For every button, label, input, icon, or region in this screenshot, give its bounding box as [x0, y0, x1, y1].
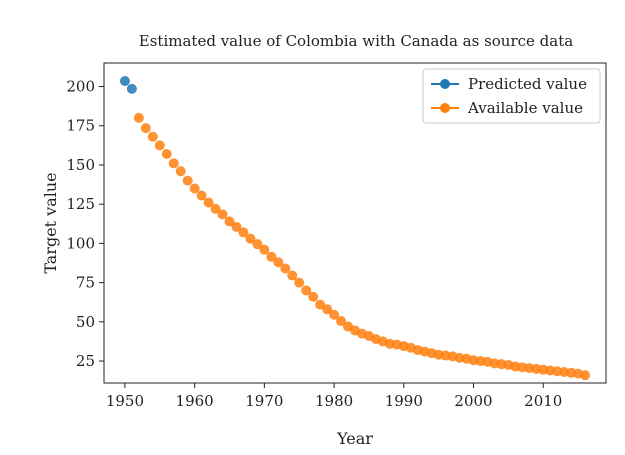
data-point: [175, 166, 186, 177]
data-point: [231, 221, 242, 232]
data-point: [238, 227, 249, 238]
x-tick-label: 1980: [315, 392, 353, 410]
plot-area: [119, 76, 591, 381]
data-point: [322, 304, 333, 315]
x-tick-label: 1990: [385, 392, 423, 410]
y-tick-label: 100: [66, 234, 95, 252]
data-point: [161, 148, 172, 159]
y-tick-label: 200: [66, 78, 95, 96]
data-point: [287, 270, 298, 281]
data-point: [273, 257, 284, 268]
y-tick-label: 25: [76, 352, 95, 370]
data-point: [182, 175, 193, 186]
data-point: [259, 244, 270, 255]
y-tick-label: 50: [76, 313, 95, 331]
data-point: [203, 197, 214, 208]
legend-item: Predicted value: [431, 75, 587, 93]
data-point: [301, 285, 312, 296]
data-point: [126, 83, 137, 94]
data-point: [168, 158, 179, 169]
data-point: [196, 190, 207, 201]
data-point: [189, 183, 200, 194]
data-point: [252, 239, 263, 250]
x-tick-label: 1950: [106, 392, 144, 410]
data-point: [140, 123, 151, 134]
y-tick-label: 175: [66, 117, 95, 135]
data-point: [308, 291, 319, 302]
x-axis: 1950 1960 1970 1980 1990 2000 2010: [106, 383, 562, 410]
data-point: [217, 209, 228, 220]
y-tick-label: 150: [66, 156, 95, 174]
data-point: [119, 76, 130, 87]
data-point: [154, 140, 165, 151]
data-point: [147, 131, 158, 142]
legend-item: Available value: [431, 99, 583, 117]
data-point: [336, 316, 347, 327]
data-point: [210, 203, 221, 214]
data-point: [329, 309, 340, 320]
data-point: [294, 277, 305, 288]
data-point: [133, 112, 144, 123]
series-available: [133, 112, 591, 381]
x-axis-label: Year: [336, 429, 373, 448]
data-point: [245, 233, 256, 244]
legend-label: Available value: [467, 99, 583, 117]
chart-title: Estimated value of Colombia with Canada …: [139, 32, 573, 50]
data-point: [280, 263, 291, 274]
y-axis-label: Target value: [41, 172, 60, 273]
y-axis: 25 50 75 100 125 150 175 200: [66, 78, 104, 370]
data-point: [580, 370, 591, 381]
series-predicted: [119, 76, 137, 94]
data-point: [266, 251, 277, 262]
y-tick-label: 75: [76, 274, 95, 292]
data-point: [224, 216, 235, 227]
x-tick-label: 1970: [245, 392, 283, 410]
legend-marker: [440, 79, 450, 89]
plot-frame: [103, 62, 607, 384]
x-tick-label: 2000: [454, 392, 492, 410]
x-tick-label: 1960: [176, 392, 214, 410]
legend-box: [422, 68, 601, 124]
x-tick-label: 2010: [524, 392, 562, 410]
y-tick-label: 125: [66, 195, 95, 213]
legend-marker: [440, 103, 450, 113]
legend-label: Predicted value: [468, 75, 587, 93]
legend: Predicted value Available value: [422, 68, 601, 124]
